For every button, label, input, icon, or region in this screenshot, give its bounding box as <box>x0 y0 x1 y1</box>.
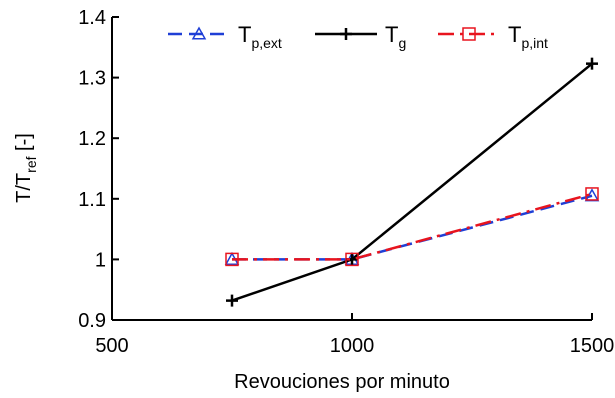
plus-marker <box>586 57 598 70</box>
series-p-int <box>225 187 599 267</box>
square-marker <box>225 252 239 267</box>
square-marker <box>462 27 476 41</box>
series-line <box>232 194 593 261</box>
series-layer <box>224 57 600 307</box>
legend: Tp,ext Tg Tp,int <box>168 22 548 51</box>
legend-entry: Tg <box>315 22 406 51</box>
x-tick-label: 1500 <box>570 335 615 357</box>
y-tick-label: 1.4 <box>78 7 106 29</box>
square-marker <box>585 187 599 201</box>
y-tick-label: 1.2 <box>78 128 106 150</box>
triangle-marker <box>191 26 207 40</box>
legend-entry: Tp,ext <box>168 22 282 51</box>
plus-marker <box>340 28 352 40</box>
legend-entry: Tp,int <box>438 22 548 51</box>
legend-label: Tp,int <box>508 22 548 51</box>
y-tick-label: 1.3 <box>78 68 106 90</box>
y-axis-title: T/Tref [-] <box>13 133 39 203</box>
x-tick-label: 1000 <box>330 335 375 357</box>
series-g <box>226 57 598 307</box>
series-line <box>231 62 593 302</box>
x-tick-label: 500 <box>95 335 128 357</box>
x-axis-title: Revouciones por minuto <box>234 371 450 393</box>
ticks: 500 1000 1500 0.9 1 1.1 1.2 1.3 1.4 <box>78 7 614 357</box>
plus-marker <box>226 294 238 307</box>
axis-titles: Revouciones por minuto T/Tref [-] <box>13 133 450 393</box>
axes <box>111 17 592 321</box>
y-tick-label: 1.1 <box>78 189 106 211</box>
series-line <box>232 192 593 261</box>
legend-label: Tp,ext <box>238 22 282 51</box>
y-tick-label: 0.9 <box>78 310 106 332</box>
y-tick-label: 1 <box>95 249 106 271</box>
legend-label: Tg <box>385 22 406 51</box>
square-marker <box>345 252 359 267</box>
series-p-ext <box>224 188 600 265</box>
